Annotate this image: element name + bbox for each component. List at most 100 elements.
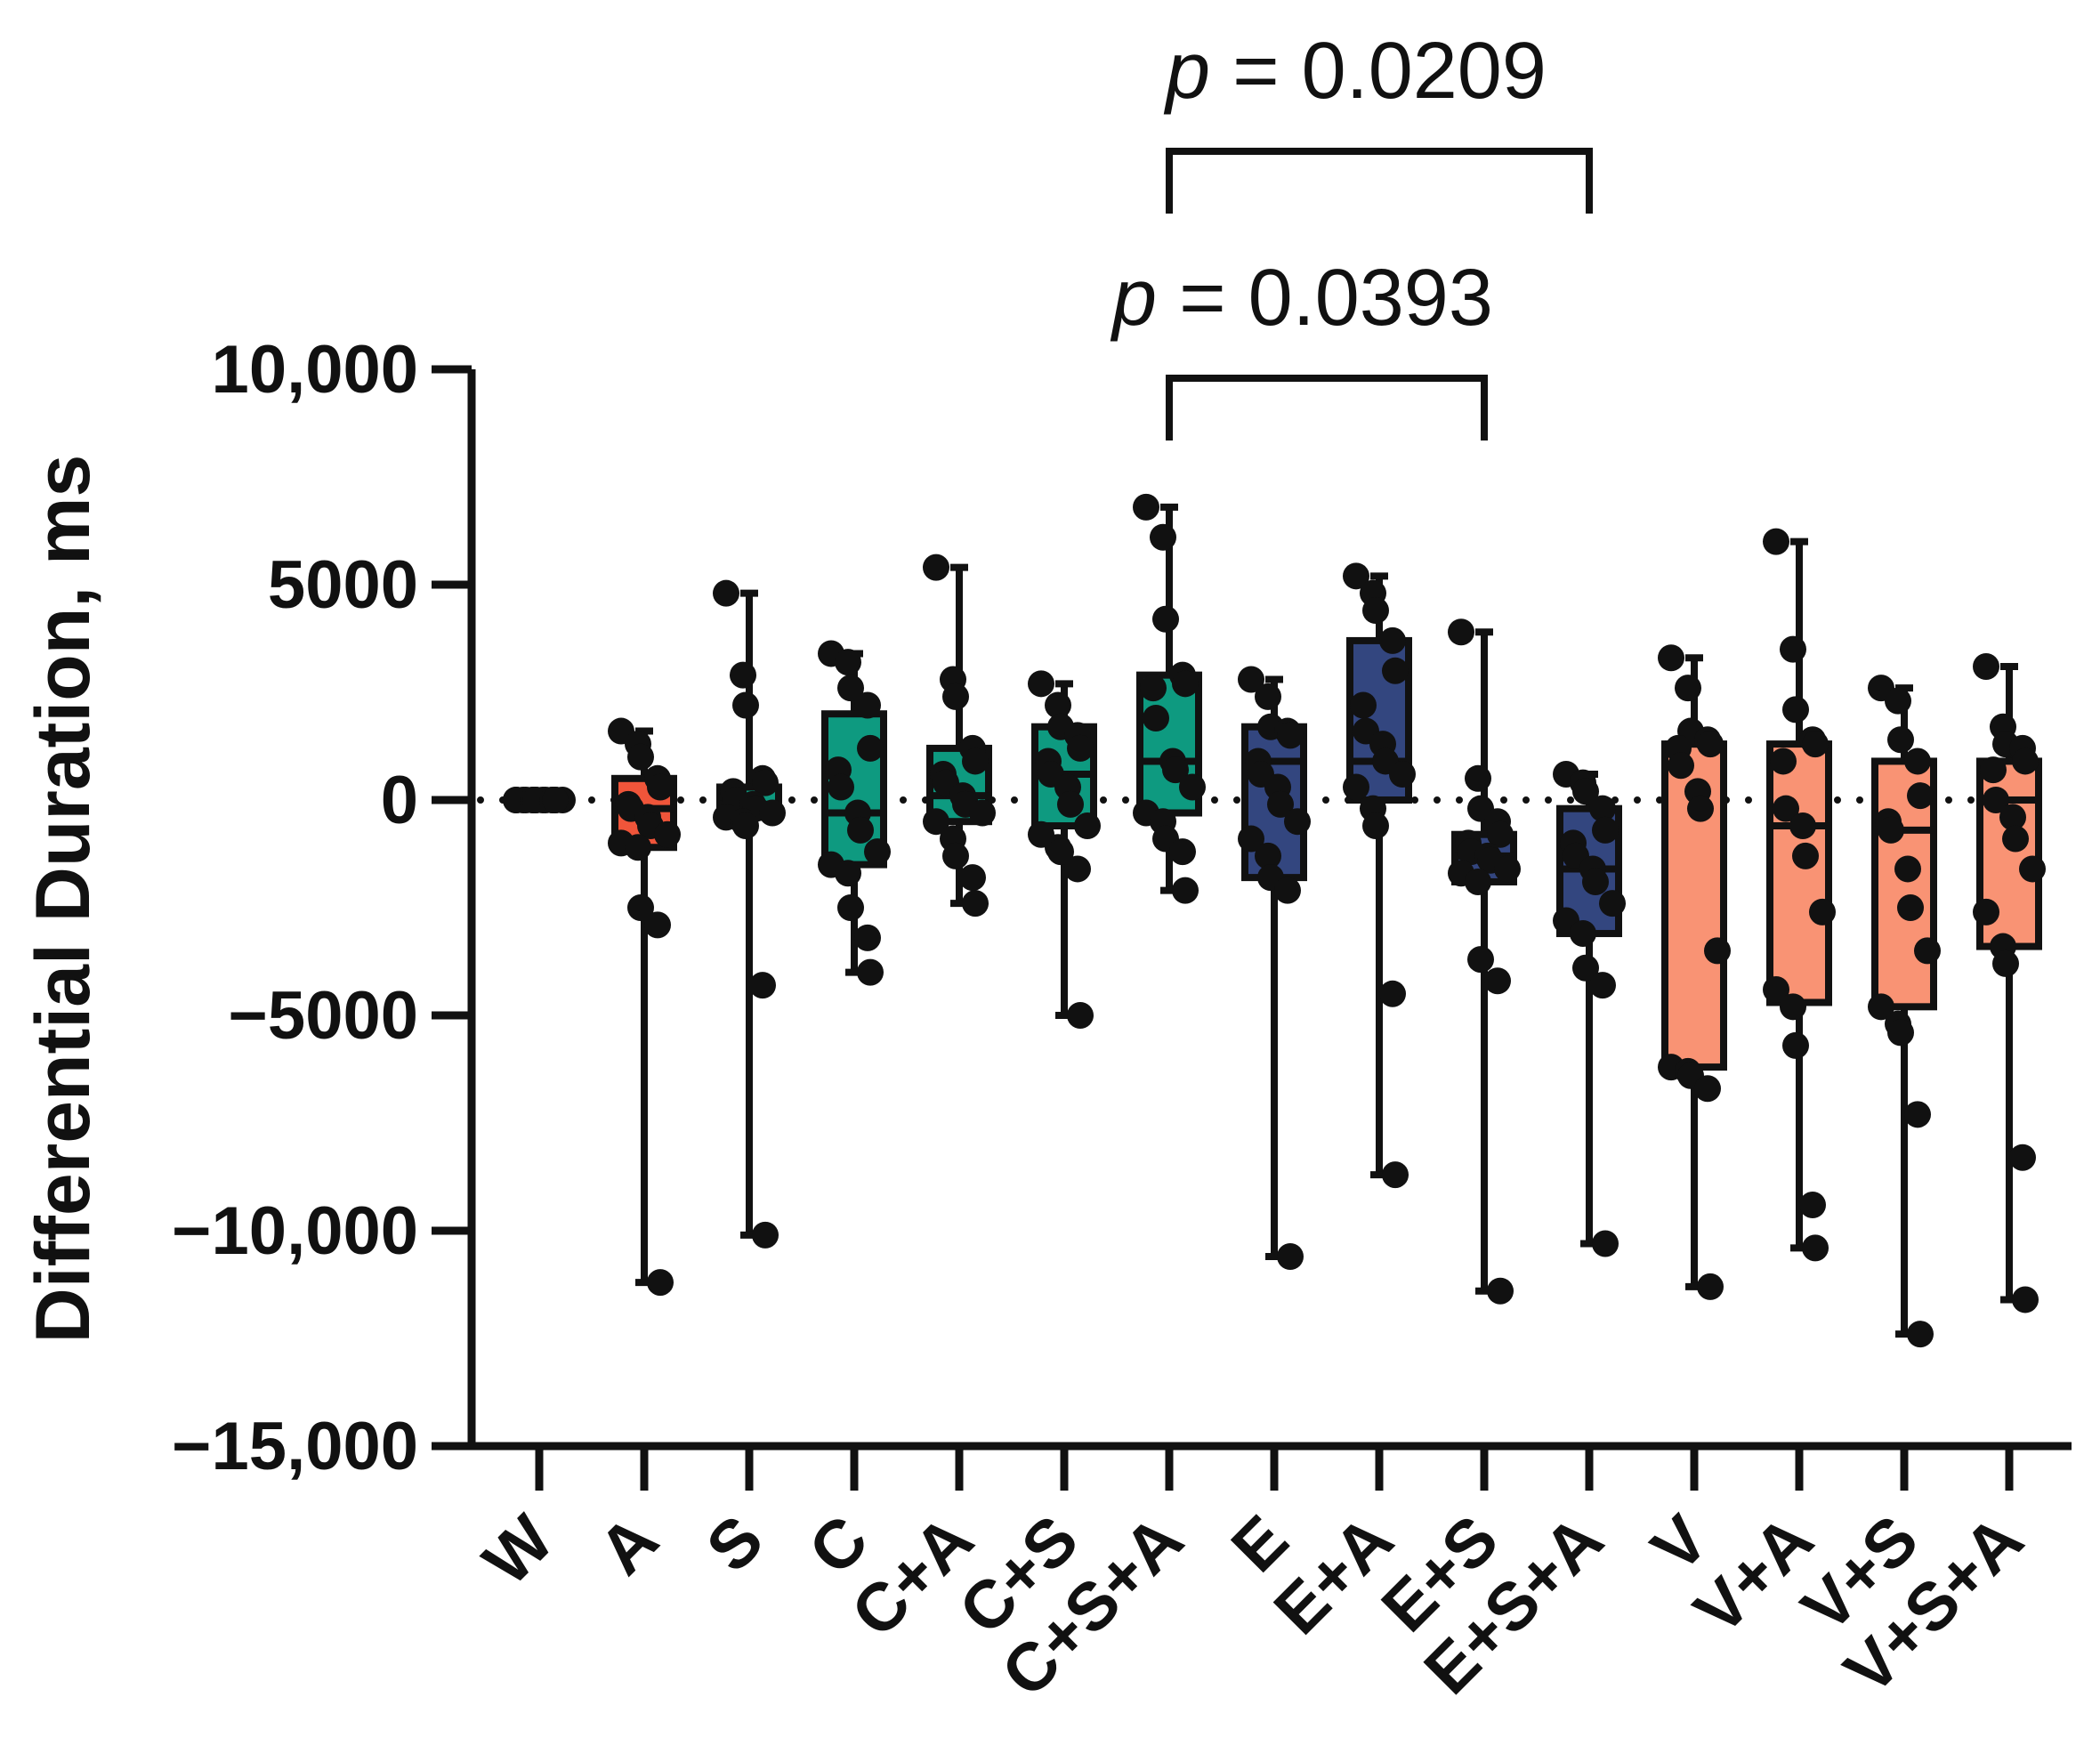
data-point-e-plus-a (1343, 773, 1369, 801)
data-point-a (647, 773, 674, 801)
data-point-c-plus-s-plus-a (1179, 773, 1206, 801)
data-point-c (857, 734, 884, 762)
data-point-v-plus-s (1897, 894, 1924, 921)
data-point-v-plus-a (1763, 975, 1789, 1003)
data-point-c (857, 958, 884, 986)
x-tick-label: A (585, 1501, 673, 1589)
data-point-s (749, 972, 776, 999)
data-point-c-plus-a (923, 554, 949, 581)
data-point-e-plus-s-plus-a (1599, 890, 1626, 917)
data-point-c (835, 860, 861, 887)
data-point-v-plus-s (1887, 1019, 1914, 1047)
data-point-s (730, 661, 756, 689)
data-point-v-plus-a (1780, 993, 1806, 1021)
data-point-e-plus-s (1467, 946, 1494, 974)
data-point-c-plus-a (962, 890, 989, 917)
data-point-e-plus-a (1382, 1161, 1409, 1189)
data-point-e-plus-s-plus-a (1572, 954, 1599, 982)
data-point-c-plus-s (1057, 790, 1084, 818)
data-point-v-plus-s-plus-a (2012, 1286, 2039, 1313)
data-point-v (1694, 1075, 1721, 1103)
x-tick-label: W (469, 1501, 568, 1600)
data-point-e-plus-s-plus-a (1592, 816, 1619, 844)
data-point-c-plus-s-plus-a (1140, 675, 1167, 702)
data-point-v (1687, 795, 1714, 822)
data-point-e-plus-s (1465, 764, 1491, 792)
data-point-v-plus-s (1878, 816, 1904, 844)
data-point-e-plus-s-plus-a (1582, 868, 1609, 895)
data-point-v-plus-s (1907, 782, 1934, 810)
data-point-e-plus-a (1389, 760, 1416, 788)
data-point-v-plus-s-plus-a (1973, 652, 1999, 680)
data-point-v-plus-s (1907, 1321, 1934, 1348)
data-point-v-plus-s-plus-a (1980, 756, 2007, 784)
data-point-e-plus-s-plus-a (1572, 778, 1599, 805)
data-point-c-plus-s (1067, 734, 1094, 762)
data-point-v (1675, 675, 1701, 702)
data-point-s (759, 799, 786, 827)
data-point-v-plus-a (1782, 1031, 1809, 1059)
data-point-v (1668, 752, 1694, 780)
data-point-c (854, 691, 881, 719)
data-point-v (1658, 644, 1684, 672)
data-point-v-plus-s-plus-a (1983, 787, 2009, 813)
data-point-s (713, 579, 739, 607)
data-point-c-plus-s (1028, 670, 1054, 698)
data-point-e-plus-s (1487, 820, 1514, 848)
y-axis-label: Differential Duration, ms (20, 455, 106, 1344)
data-point-c-plus-a (962, 748, 989, 775)
data-point-e (1255, 842, 1281, 869)
box-v-plus-a (1766, 740, 1832, 1006)
data-point-c-plus-a (959, 864, 986, 892)
y-tick-label: 0 (381, 763, 418, 838)
significance-bracket (1166, 148, 1593, 214)
data-point-e-plus-a (1343, 562, 1369, 590)
data-point-a (644, 911, 671, 939)
data-point-v (1704, 937, 1731, 965)
data-point-c-plus-a (969, 799, 996, 827)
data-point-c-plus-s (1064, 855, 1091, 883)
data-point-e-plus-a (1350, 691, 1377, 719)
data-point-e (1238, 825, 1264, 853)
y-tick-label: 10,000 (212, 332, 418, 408)
data-point-c (837, 675, 864, 702)
data-point-e (1238, 666, 1264, 693)
data-point-v-plus-s (1894, 855, 1921, 883)
data-point-e-plus-s-plus-a (1589, 972, 1616, 999)
y-tick-label: −15,000 (172, 1409, 418, 1484)
data-point-c-plus-s (1074, 812, 1101, 840)
data-point-v-plus-a (1763, 528, 1789, 555)
data-point-a (627, 743, 654, 771)
data-point-v-plus-s-plus-a (2009, 1144, 2036, 1171)
data-point-c-plus-s (1047, 838, 1074, 866)
data-point-c-plus-s-plus-a (1150, 523, 1176, 551)
plot-area (477, 493, 2055, 1348)
data-point-e (1284, 808, 1311, 836)
data-point-c-plus-s-plus-a (1169, 838, 1196, 866)
data-point-v-plus-s-plus-a (2002, 825, 2029, 853)
data-point-e-plus-s-plus-a (1589, 795, 1616, 822)
data-point-e (1267, 790, 1294, 818)
data-point-w (542, 787, 569, 813)
data-point-c-plus-s-plus-a (1162, 756, 1189, 784)
data-point-v-plus-a (1802, 1234, 1829, 1262)
data-point-v-plus-s-plus-a (2019, 855, 2046, 883)
data-point-c-plus-a (942, 683, 969, 710)
data-point-e (1274, 877, 1301, 904)
data-point-s (752, 769, 779, 796)
data-point-e-plus-s (1487, 1277, 1514, 1305)
y-tick-label: −10,000 (172, 1193, 418, 1269)
data-point-e-plus-s (1448, 618, 1474, 646)
p-value-label: p = 0.0209 (1163, 27, 1547, 116)
data-point-c-plus-s (1067, 1002, 1094, 1029)
data-point-v-plus-a (1782, 696, 1809, 723)
data-point-v-plus-s (1887, 726, 1914, 754)
data-point-c-plus-s-plus-a (1152, 605, 1179, 633)
data-point-c-plus-a (923, 808, 949, 836)
significance-bracket (1166, 375, 1488, 440)
data-point-v-plus-a (1802, 731, 1829, 758)
data-point-v-plus-a (1792, 842, 1819, 869)
data-point-v-plus-a (1789, 812, 1816, 840)
data-point-v-plus-a (1773, 795, 1799, 822)
